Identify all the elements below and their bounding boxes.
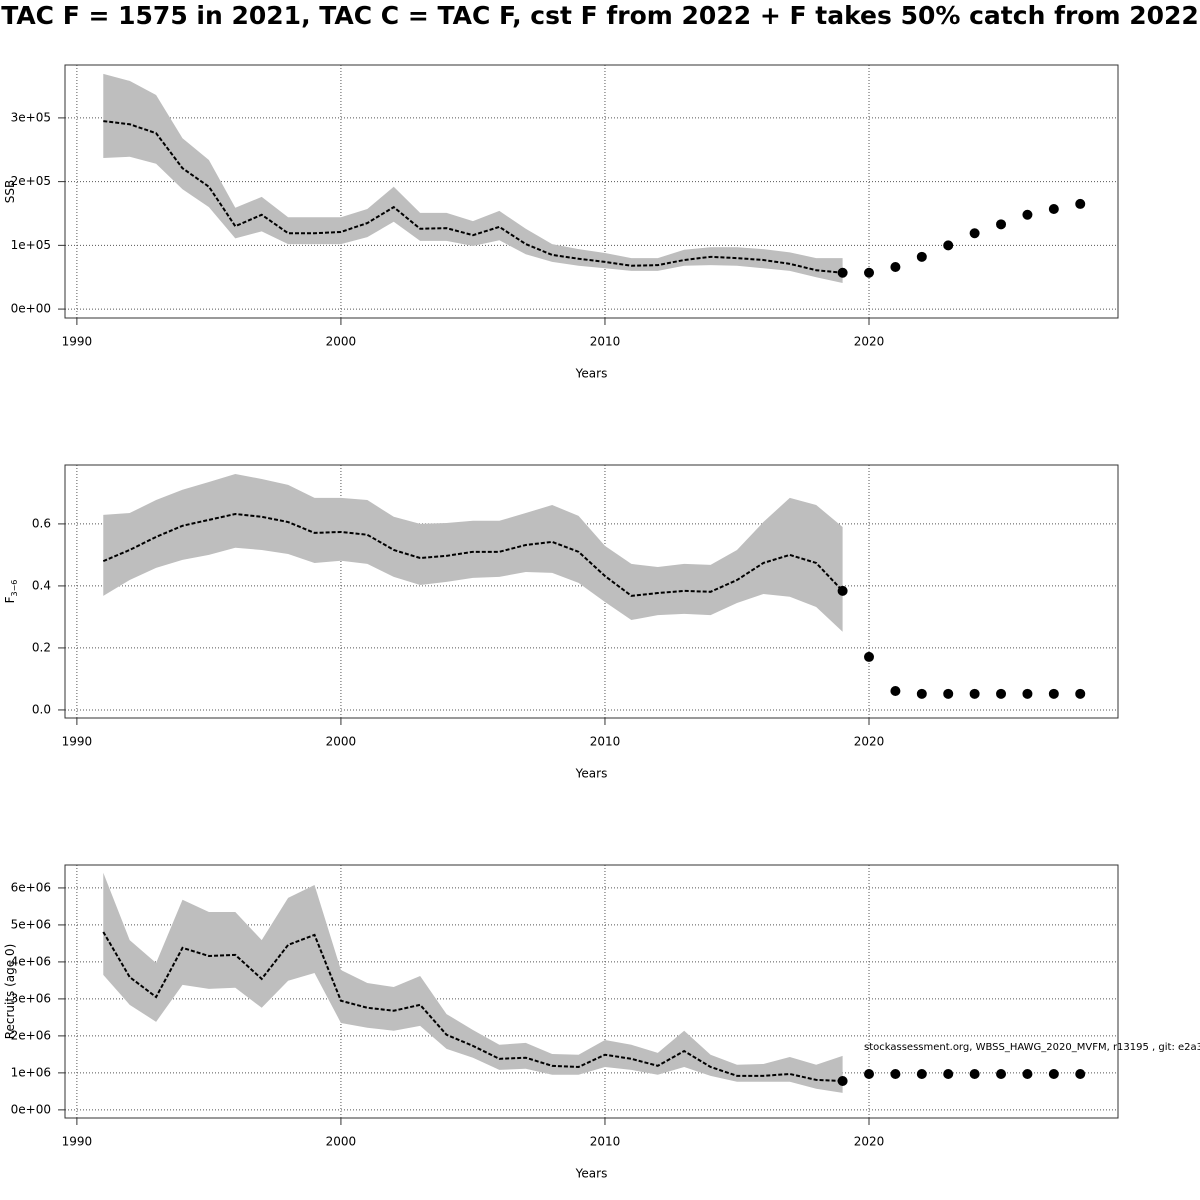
forecast-point bbox=[1048, 688, 1059, 699]
y-axis-label-main: F bbox=[3, 596, 17, 603]
y-tick-label: 3e+06 bbox=[11, 991, 51, 1005]
forecast-point bbox=[1075, 1068, 1086, 1079]
y-tick-label: 5e+06 bbox=[11, 917, 51, 931]
forecast-point bbox=[969, 688, 980, 699]
forecast-point bbox=[943, 688, 954, 699]
estimate-line bbox=[103, 120, 843, 274]
y-axis-label: F3−6 bbox=[3, 580, 19, 604]
y-tick-label: 4e+06 bbox=[11, 954, 51, 968]
y-axis-label-main: SSB bbox=[3, 180, 17, 203]
y-tick-label: 2e+06 bbox=[11, 1028, 51, 1042]
panel: 1990 2000 2010 2020 0.0 0.2 0.4 0.6 Years F3−6 bbox=[3, 464, 1119, 781]
x-tick-label: 1990 bbox=[62, 735, 93, 749]
forecast-point bbox=[916, 251, 927, 262]
forecast-point bbox=[1075, 688, 1086, 699]
y-tick-label: 0e+00 bbox=[11, 302, 51, 316]
y-tick-label: 3e+05 bbox=[11, 110, 51, 124]
confidence-band bbox=[103, 473, 843, 632]
panel: 1990 2000 2010 2020 0e+00 1e+06 2e+06 3e+06 4e+0… bbox=[3, 864, 1200, 1181]
forecast-point bbox=[837, 585, 848, 596]
estimate-line bbox=[102, 931, 843, 1083]
forecast-point bbox=[890, 686, 901, 697]
x-tick-label: 1990 bbox=[62, 1135, 93, 1149]
forecast-point bbox=[1022, 209, 1033, 220]
x-tick-label: 2000 bbox=[326, 1135, 357, 1149]
panel: 1990 2000 2010 2020 0e+00 1e+05 2e+05 3e+05 Year… bbox=[3, 64, 1119, 381]
forecast-point bbox=[837, 267, 848, 278]
x-tick-label: 2020 bbox=[854, 735, 885, 749]
x-tick-label: 2010 bbox=[590, 335, 621, 349]
forecast-point bbox=[1022, 1068, 1033, 1079]
forecast-point bbox=[864, 1068, 875, 1079]
y-tick-label: 0.4 bbox=[32, 578, 51, 592]
x-axis-label: Years bbox=[575, 367, 608, 381]
y-tick-label: 0.0 bbox=[32, 702, 51, 716]
annotation: stockassessment.org, WBSS_HAWG_2020_MVFM… bbox=[864, 1042, 1200, 1053]
forecast-point bbox=[969, 228, 980, 239]
forecast-point bbox=[1048, 1068, 1059, 1079]
x-tick-label: 2010 bbox=[590, 735, 621, 749]
x-tick-label: 2000 bbox=[326, 735, 357, 749]
x-tick-label: 2010 bbox=[590, 1135, 621, 1149]
forecast-point bbox=[890, 1068, 901, 1079]
forecast-point bbox=[1022, 688, 1033, 699]
y-axis-label: Recruits (age 0) bbox=[3, 944, 17, 1040]
plot-frame bbox=[64, 464, 1119, 719]
confidence-band bbox=[103, 73, 843, 283]
estimate-line bbox=[102, 512, 844, 597]
y-axis-label-main: Recruits (age 0) bbox=[3, 944, 17, 1040]
forecast-point bbox=[996, 219, 1007, 230]
forecast-point bbox=[996, 1068, 1007, 1079]
y-tick-label: 0.2 bbox=[32, 640, 51, 654]
confidence-band bbox=[103, 872, 843, 1093]
plot-frame bbox=[64, 64, 1119, 319]
forecast-point bbox=[943, 1068, 954, 1079]
x-tick-label: 2020 bbox=[854, 335, 885, 349]
forecast-point bbox=[890, 262, 901, 273]
page-title: TAC F = 1575 in 2021, TAC C = TAC F, cst… bbox=[1, 1, 1199, 30]
y-axis-label-sub: 3−6 bbox=[10, 580, 19, 597]
x-axis-label: Years bbox=[575, 767, 608, 781]
y-tick-label: 1e+06 bbox=[11, 1065, 51, 1079]
y-tick-label: 0.6 bbox=[32, 516, 51, 530]
forecast-point bbox=[969, 1068, 980, 1079]
x-axis-label: Years bbox=[575, 1167, 608, 1181]
forecast-point bbox=[943, 240, 954, 251]
x-tick-label: 2020 bbox=[854, 1135, 885, 1149]
y-tick-label: 6e+06 bbox=[11, 880, 51, 894]
x-tick-label: 1990 bbox=[62, 335, 93, 349]
forecast-point bbox=[1048, 204, 1059, 215]
y-tick-label: 0e+00 bbox=[11, 1102, 51, 1116]
y-tick-label: 2e+05 bbox=[11, 174, 51, 188]
forecast-point bbox=[996, 688, 1007, 699]
forecast-point bbox=[916, 688, 927, 699]
y-tick-label: 1e+05 bbox=[11, 238, 51, 252]
x-tick-label: 2000 bbox=[326, 335, 357, 349]
forecast-point bbox=[1075, 198, 1086, 209]
forecast-point bbox=[837, 1076, 848, 1087]
forecast-point bbox=[864, 651, 875, 662]
forecast-point bbox=[864, 267, 875, 278]
plot-frame bbox=[64, 864, 1119, 1119]
y-axis-label: SSB bbox=[3, 180, 17, 203]
forecast-point bbox=[916, 1068, 927, 1079]
